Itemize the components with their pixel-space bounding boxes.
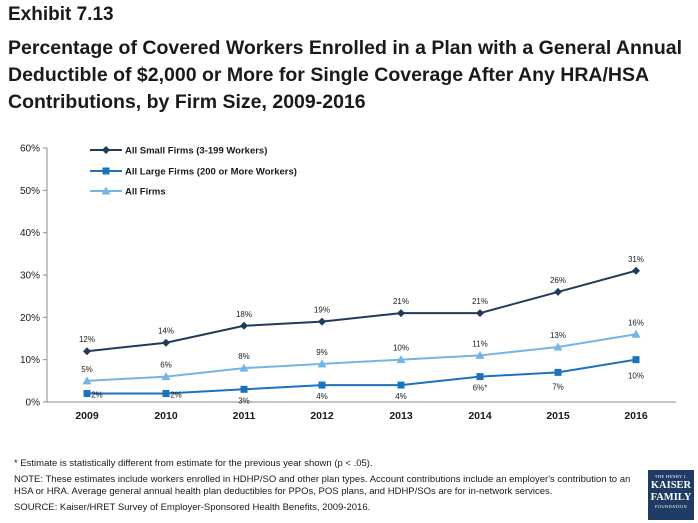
- data-point: [397, 309, 405, 318]
- x-tick-label: 2010: [154, 410, 178, 422]
- data-label: 4%: [395, 392, 407, 401]
- data-label: 21%: [393, 297, 409, 306]
- data-label: 8%: [238, 352, 250, 361]
- source-footnote: SOURCE: Kaiser/HRET Survey of Employer-S…: [14, 502, 371, 513]
- data-label: 31%: [628, 255, 644, 264]
- data-label: 7%: [552, 382, 564, 391]
- legend-marker: [102, 167, 110, 175]
- legend-label: All Large Firms (200 or More Workers): [125, 167, 297, 178]
- chart-axes: 0% 10% 20% 30% 40% 50% 60% 2009 2010 2011 2012 2013…: [20, 144, 676, 422]
- data-label: 21%: [472, 297, 488, 306]
- chart-series: 12% 14% 18% 19% 21% 21% 26% 31% 2% 2% 3% 4% 4% 6%* 7% 1…: [79, 255, 644, 406]
- data-label: 6%*: [473, 384, 488, 393]
- data-point: [632, 266, 640, 275]
- data-label: 14%: [158, 327, 174, 336]
- data-point: [554, 287, 562, 296]
- data-point: [318, 381, 326, 389]
- data-point: [476, 309, 484, 318]
- data-label: 10%: [393, 344, 409, 353]
- data-label: 18%: [236, 310, 252, 319]
- data-label: 13%: [550, 331, 566, 340]
- chart-title: Percentage of Covered Workers Enrolled i…: [8, 37, 683, 113]
- legend-marker: [102, 146, 110, 154]
- y-tick-label: 60%: [20, 144, 40, 155]
- data-label: 2%: [91, 391, 103, 400]
- y-tick-label: 0%: [26, 398, 41, 409]
- x-tick-label: 2011: [233, 410, 256, 422]
- x-tick-label: 2015: [546, 410, 570, 422]
- x-tick-label: 2016: [624, 410, 648, 422]
- series-line: [86, 333, 637, 382]
- data-point: [317, 359, 327, 368]
- data-label: 2%: [170, 391, 182, 400]
- data-point: [240, 385, 248, 393]
- data-point: [318, 317, 326, 326]
- x-tick-label: 2009: [75, 410, 99, 422]
- kff-logo: THE HENRY J. KAISER FAMILY FOUNDATION: [648, 470, 694, 520]
- y-tick-label: 10%: [20, 355, 40, 366]
- x-tick-label: 2013: [389, 410, 413, 422]
- data-point: [239, 363, 249, 372]
- data-label: 11%: [472, 339, 487, 348]
- note-footnote: NOTE: These estimates include workers en…: [14, 474, 631, 497]
- data-label: 12%: [79, 335, 95, 344]
- x-tick-label: 2012: [310, 410, 334, 422]
- data-label: 19%: [314, 306, 330, 315]
- x-tick-label: 2014: [468, 410, 492, 422]
- data-point: [162, 390, 170, 398]
- series-line: [86, 269, 637, 353]
- data-label: 26%: [550, 276, 566, 285]
- data-point: [396, 355, 406, 364]
- data-point: [82, 376, 92, 385]
- y-tick-label: 20%: [20, 313, 40, 324]
- data-point: [397, 381, 405, 389]
- exhibit-number: Exhibit 7.13: [8, 4, 114, 25]
- data-point: [83, 347, 91, 356]
- legend-marker: [101, 186, 111, 195]
- legend-label: All Small Firms (3-199 Workers): [125, 146, 267, 157]
- data-point: [476, 373, 484, 381]
- legend-label: All Firms: [125, 187, 166, 198]
- data-point: [631, 329, 641, 338]
- y-tick-label: 40%: [20, 228, 40, 239]
- data-point: [554, 368, 562, 376]
- data-label: 10%: [628, 372, 644, 381]
- significance-footnote: * Estimate is statistically different fr…: [14, 458, 373, 469]
- line-chart: 0% 10% 20% 30% 40% 50% 60% 2009 2010 2011 2012 2013…: [20, 144, 676, 422]
- data-label: 4%: [316, 392, 328, 401]
- data-point: [161, 372, 171, 381]
- data-label: 6%: [160, 361, 172, 370]
- chart-legend: All Small Firms (3-199 Workers) All Large…: [90, 146, 297, 198]
- data-point: [83, 390, 91, 398]
- data-point: [475, 350, 485, 359]
- data-point: [632, 356, 640, 364]
- data-point: [162, 338, 170, 347]
- data-label: 16%: [628, 318, 644, 327]
- data-label: 5%: [81, 365, 93, 374]
- y-tick-label: 50%: [20, 186, 40, 197]
- data-label: 9%: [316, 348, 328, 357]
- data-point: [553, 342, 563, 351]
- data-label: 3%: [238, 396, 250, 405]
- data-point: [240, 321, 248, 330]
- y-tick-label: 30%: [20, 271, 40, 282]
- series-line: [87, 358, 637, 395]
